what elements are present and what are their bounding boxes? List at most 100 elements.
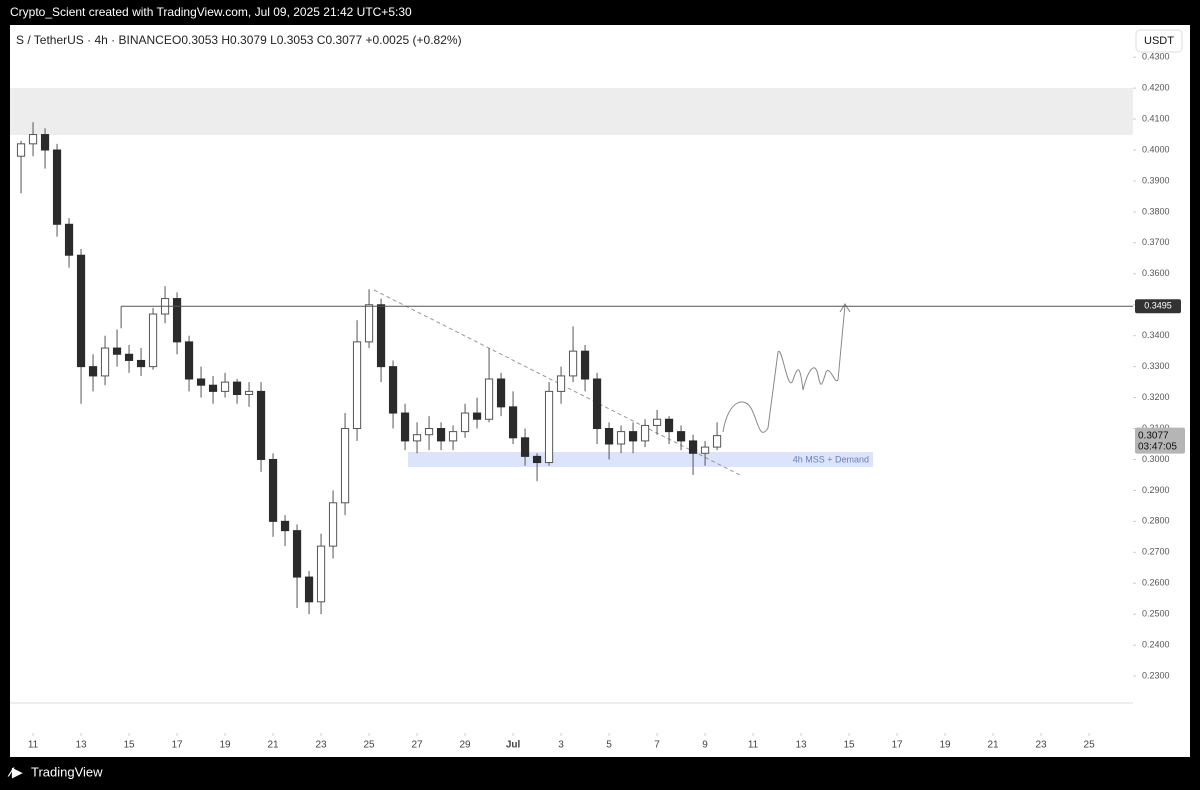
y-tick-label: 0.3800 [1142, 206, 1170, 216]
candle-body [52, 149, 62, 225]
y-tick-label: 0.2500 [1142, 609, 1170, 619]
candle-body [484, 378, 494, 420]
candle-body [628, 431, 638, 442]
candle-body [220, 381, 230, 392]
x-tick-label: 23 [1036, 740, 1048, 751]
candle-body [244, 390, 254, 395]
candle-body [64, 223, 74, 256]
candle-body [196, 378, 206, 386]
candle-body [28, 134, 38, 145]
x-tick-label: Jul [506, 740, 521, 751]
candle-body [472, 412, 482, 420]
candle-body [100, 347, 110, 377]
y-tick-label: 0.2600 [1142, 578, 1170, 588]
candle-body [664, 418, 674, 433]
y-tick-label: 0.3900 [1142, 175, 1170, 185]
candle-body [652, 418, 662, 426]
candle-body [592, 378, 602, 430]
supply-zone [10, 88, 1133, 135]
candle-body [352, 341, 362, 430]
x-tick-label: 15 [844, 740, 856, 751]
candle-body [616, 431, 626, 445]
x-tick-label: 5 [606, 740, 612, 751]
y-tick-label: 0.2300 [1142, 670, 1170, 680]
x-tick-label: 23 [315, 740, 327, 751]
y-tick-label: 0.2900 [1142, 485, 1170, 495]
candle-body [16, 143, 26, 157]
y-tick-label: 0.3300 [1142, 361, 1170, 371]
x-tick-label: 21 [267, 740, 279, 751]
candle-body [328, 502, 338, 547]
candle-body [76, 254, 86, 368]
y-tick-label: 0.3600 [1142, 268, 1170, 278]
y-tick-label: 0.2800 [1142, 516, 1170, 526]
candle-body [340, 428, 350, 504]
x-tick-label: 3 [558, 740, 564, 751]
candle-body [208, 384, 218, 392]
last-price-box [1135, 427, 1185, 454]
brand-logo: ⁄▶ [7, 764, 23, 779]
x-tick-label: 19 [940, 740, 952, 751]
candle-body [688, 440, 698, 454]
last-price: 0.3077 [1138, 430, 1169, 441]
candle-body [400, 412, 410, 442]
candle-body [40, 134, 50, 151]
candle-body [184, 341, 194, 380]
projection-arrow [839, 303, 851, 313]
x-tick-label: 13 [75, 740, 87, 751]
projection-path [722, 304, 846, 433]
y-tick-label: 0.4200 [1142, 83, 1170, 93]
candle-body [712, 435, 722, 448]
candle-body [580, 350, 590, 380]
candle-body [88, 366, 98, 377]
x-tick-label: 21 [988, 740, 1000, 751]
candle-body [304, 576, 314, 603]
candle-body [604, 428, 614, 445]
symbol: S / TetherUS · 4h · BINANCE [16, 33, 172, 47]
x-tick-label: 11 [28, 740, 39, 751]
x-tick-label: 25 [363, 740, 375, 751]
candle-body [460, 412, 470, 433]
y-tick-label: 0.4100 [1142, 113, 1170, 123]
candle-body [640, 424, 650, 442]
candle-body [520, 437, 530, 457]
x-tick-label: 13 [796, 740, 808, 751]
x-tick-label: 9 [702, 740, 708, 751]
currency[interactable]: USDT [1144, 35, 1174, 47]
candle-body [232, 381, 242, 395]
x-tick-label: 17 [171, 740, 183, 751]
brand: TradingView [31, 764, 103, 779]
candle-body [424, 428, 434, 436]
candle-body [376, 304, 386, 368]
x-tick-label: 19 [219, 740, 231, 751]
candle-body [316, 545, 326, 603]
currency-button[interactable] [1135, 29, 1183, 53]
candle-body [508, 406, 518, 439]
level-label: 0.3495 [1144, 301, 1172, 311]
candle-body [556, 375, 566, 392]
footer [0, 757, 1200, 790]
x-tick-label: 17 [892, 740, 904, 751]
x-tick-label: 29 [459, 740, 471, 751]
y-tick-label: 0.4000 [1142, 144, 1170, 154]
candle-body [532, 455, 542, 464]
y-tick-label: 0.3000 [1142, 454, 1170, 464]
x-tick-label: 11 [748, 740, 759, 751]
candle-body [676, 431, 686, 442]
x-tick-label: 15 [123, 740, 135, 751]
y-tick-label: 0.4300 [1142, 52, 1170, 62]
candle-body [412, 434, 422, 442]
y-tick-label: 0.3400 [1142, 330, 1170, 340]
candle-body [148, 313, 158, 368]
candle-body [448, 431, 458, 442]
credit: Crypto_Scient created with TradingView.c… [10, 5, 412, 19]
candle-body [292, 530, 302, 578]
ohlc: O0.3053 H0.3079 L0.3053 C0.3077 +0.0025 … [172, 33, 462, 47]
candle-body [136, 359, 146, 368]
candle-body [568, 350, 578, 377]
candle-body [388, 366, 398, 414]
y-tick-label: 0.3700 [1142, 237, 1170, 247]
candle-body [544, 390, 554, 464]
y-tick-label: 0.2700 [1142, 547, 1170, 557]
